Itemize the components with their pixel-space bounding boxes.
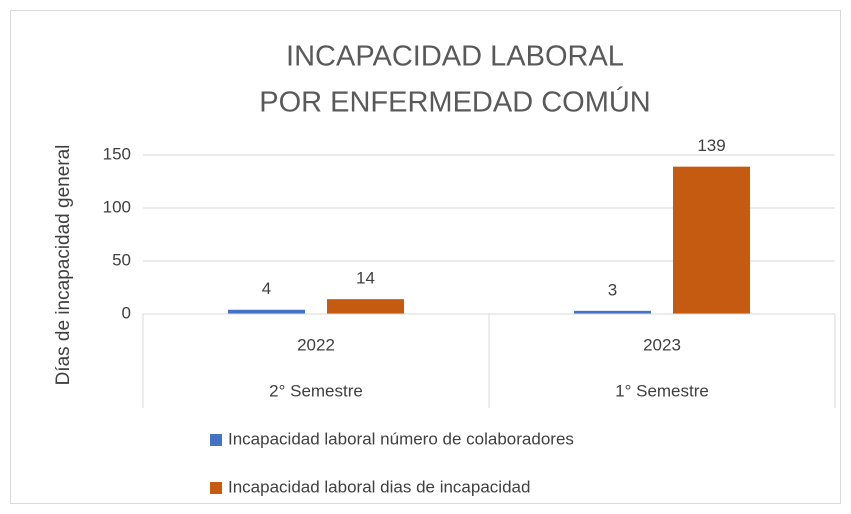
y-tick-label: 0 <box>122 303 131 322</box>
x-tick-label: 2022 <box>297 335 335 354</box>
y-axis-label: Días de incapacidad general <box>53 145 74 386</box>
legend-swatch <box>210 482 222 494</box>
chart-title: POR ENFERMEDAD COMÚN <box>259 86 651 119</box>
data-label: 139 <box>697 136 725 155</box>
bar <box>228 309 305 314</box>
y-tick-label: 50 <box>112 250 131 269</box>
bar <box>574 310 651 314</box>
x-tick-label: 2023 <box>643 335 681 354</box>
y-tick-label: 150 <box>103 144 131 163</box>
data-label: 3 <box>608 280 617 299</box>
x-group-label: 2° Semestre <box>269 381 363 400</box>
data-label: 14 <box>356 269 375 288</box>
legend-swatch <box>210 434 222 446</box>
data-label: 4 <box>262 279 271 298</box>
chart-title: INCAPACIDAD LABORAL <box>286 41 624 73</box>
bar <box>327 299 404 314</box>
y-tick-label: 100 <box>103 197 131 216</box>
bar <box>673 166 750 314</box>
x-group-label: 1° Semestre <box>615 381 709 400</box>
legend-label: Incapacidad laboral dias de incapacidad <box>228 477 530 496</box>
legend-label: Incapacidad laboral número de colaborado… <box>228 429 574 448</box>
